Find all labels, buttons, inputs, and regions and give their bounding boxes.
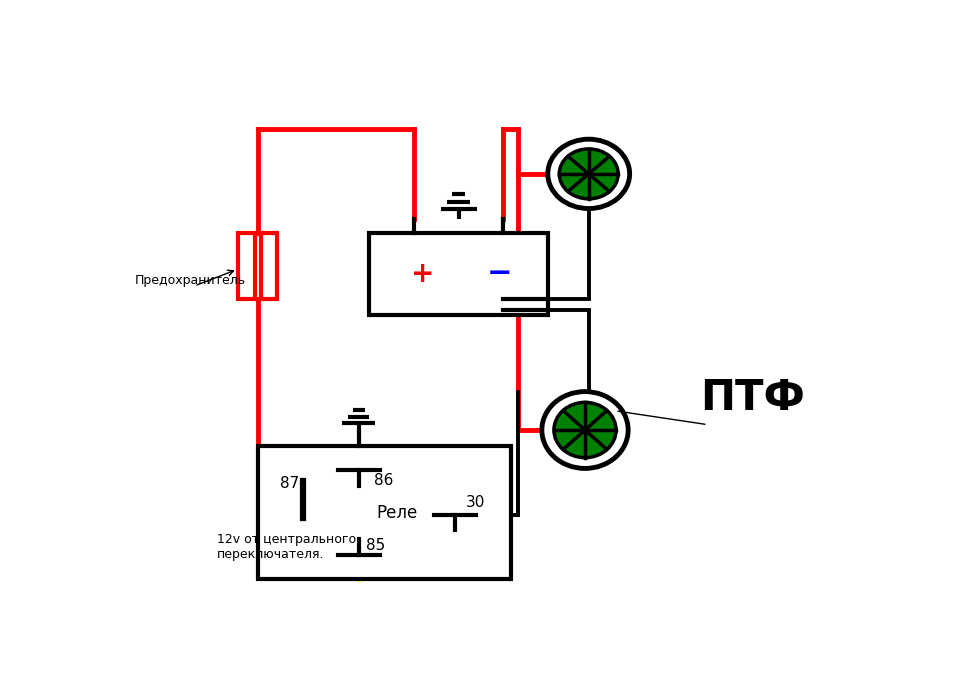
Polygon shape	[554, 430, 616, 457]
Polygon shape	[560, 149, 588, 199]
Bar	[257, 446, 511, 579]
Bar	[238, 233, 254, 299]
Polygon shape	[588, 149, 618, 199]
Polygon shape	[554, 403, 616, 430]
Ellipse shape	[541, 392, 628, 468]
Bar	[370, 233, 548, 315]
Text: Реле: Реле	[376, 504, 418, 522]
Polygon shape	[585, 403, 616, 457]
Text: 86: 86	[373, 473, 393, 488]
Text: Предохранитель: Предохранитель	[134, 274, 246, 287]
Text: 85: 85	[367, 538, 386, 553]
Text: 12v от центрального
переключателя.: 12v от центрального переключателя.	[217, 534, 356, 561]
Text: 30: 30	[467, 495, 486, 509]
Text: ПТФ: ПТФ	[701, 377, 805, 419]
Text: 87: 87	[280, 476, 300, 491]
Bar	[260, 233, 277, 299]
Text: −: −	[487, 259, 513, 288]
Ellipse shape	[548, 139, 630, 209]
Polygon shape	[560, 174, 618, 199]
Polygon shape	[554, 403, 585, 457]
Polygon shape	[560, 149, 618, 174]
Text: +: +	[411, 260, 435, 288]
